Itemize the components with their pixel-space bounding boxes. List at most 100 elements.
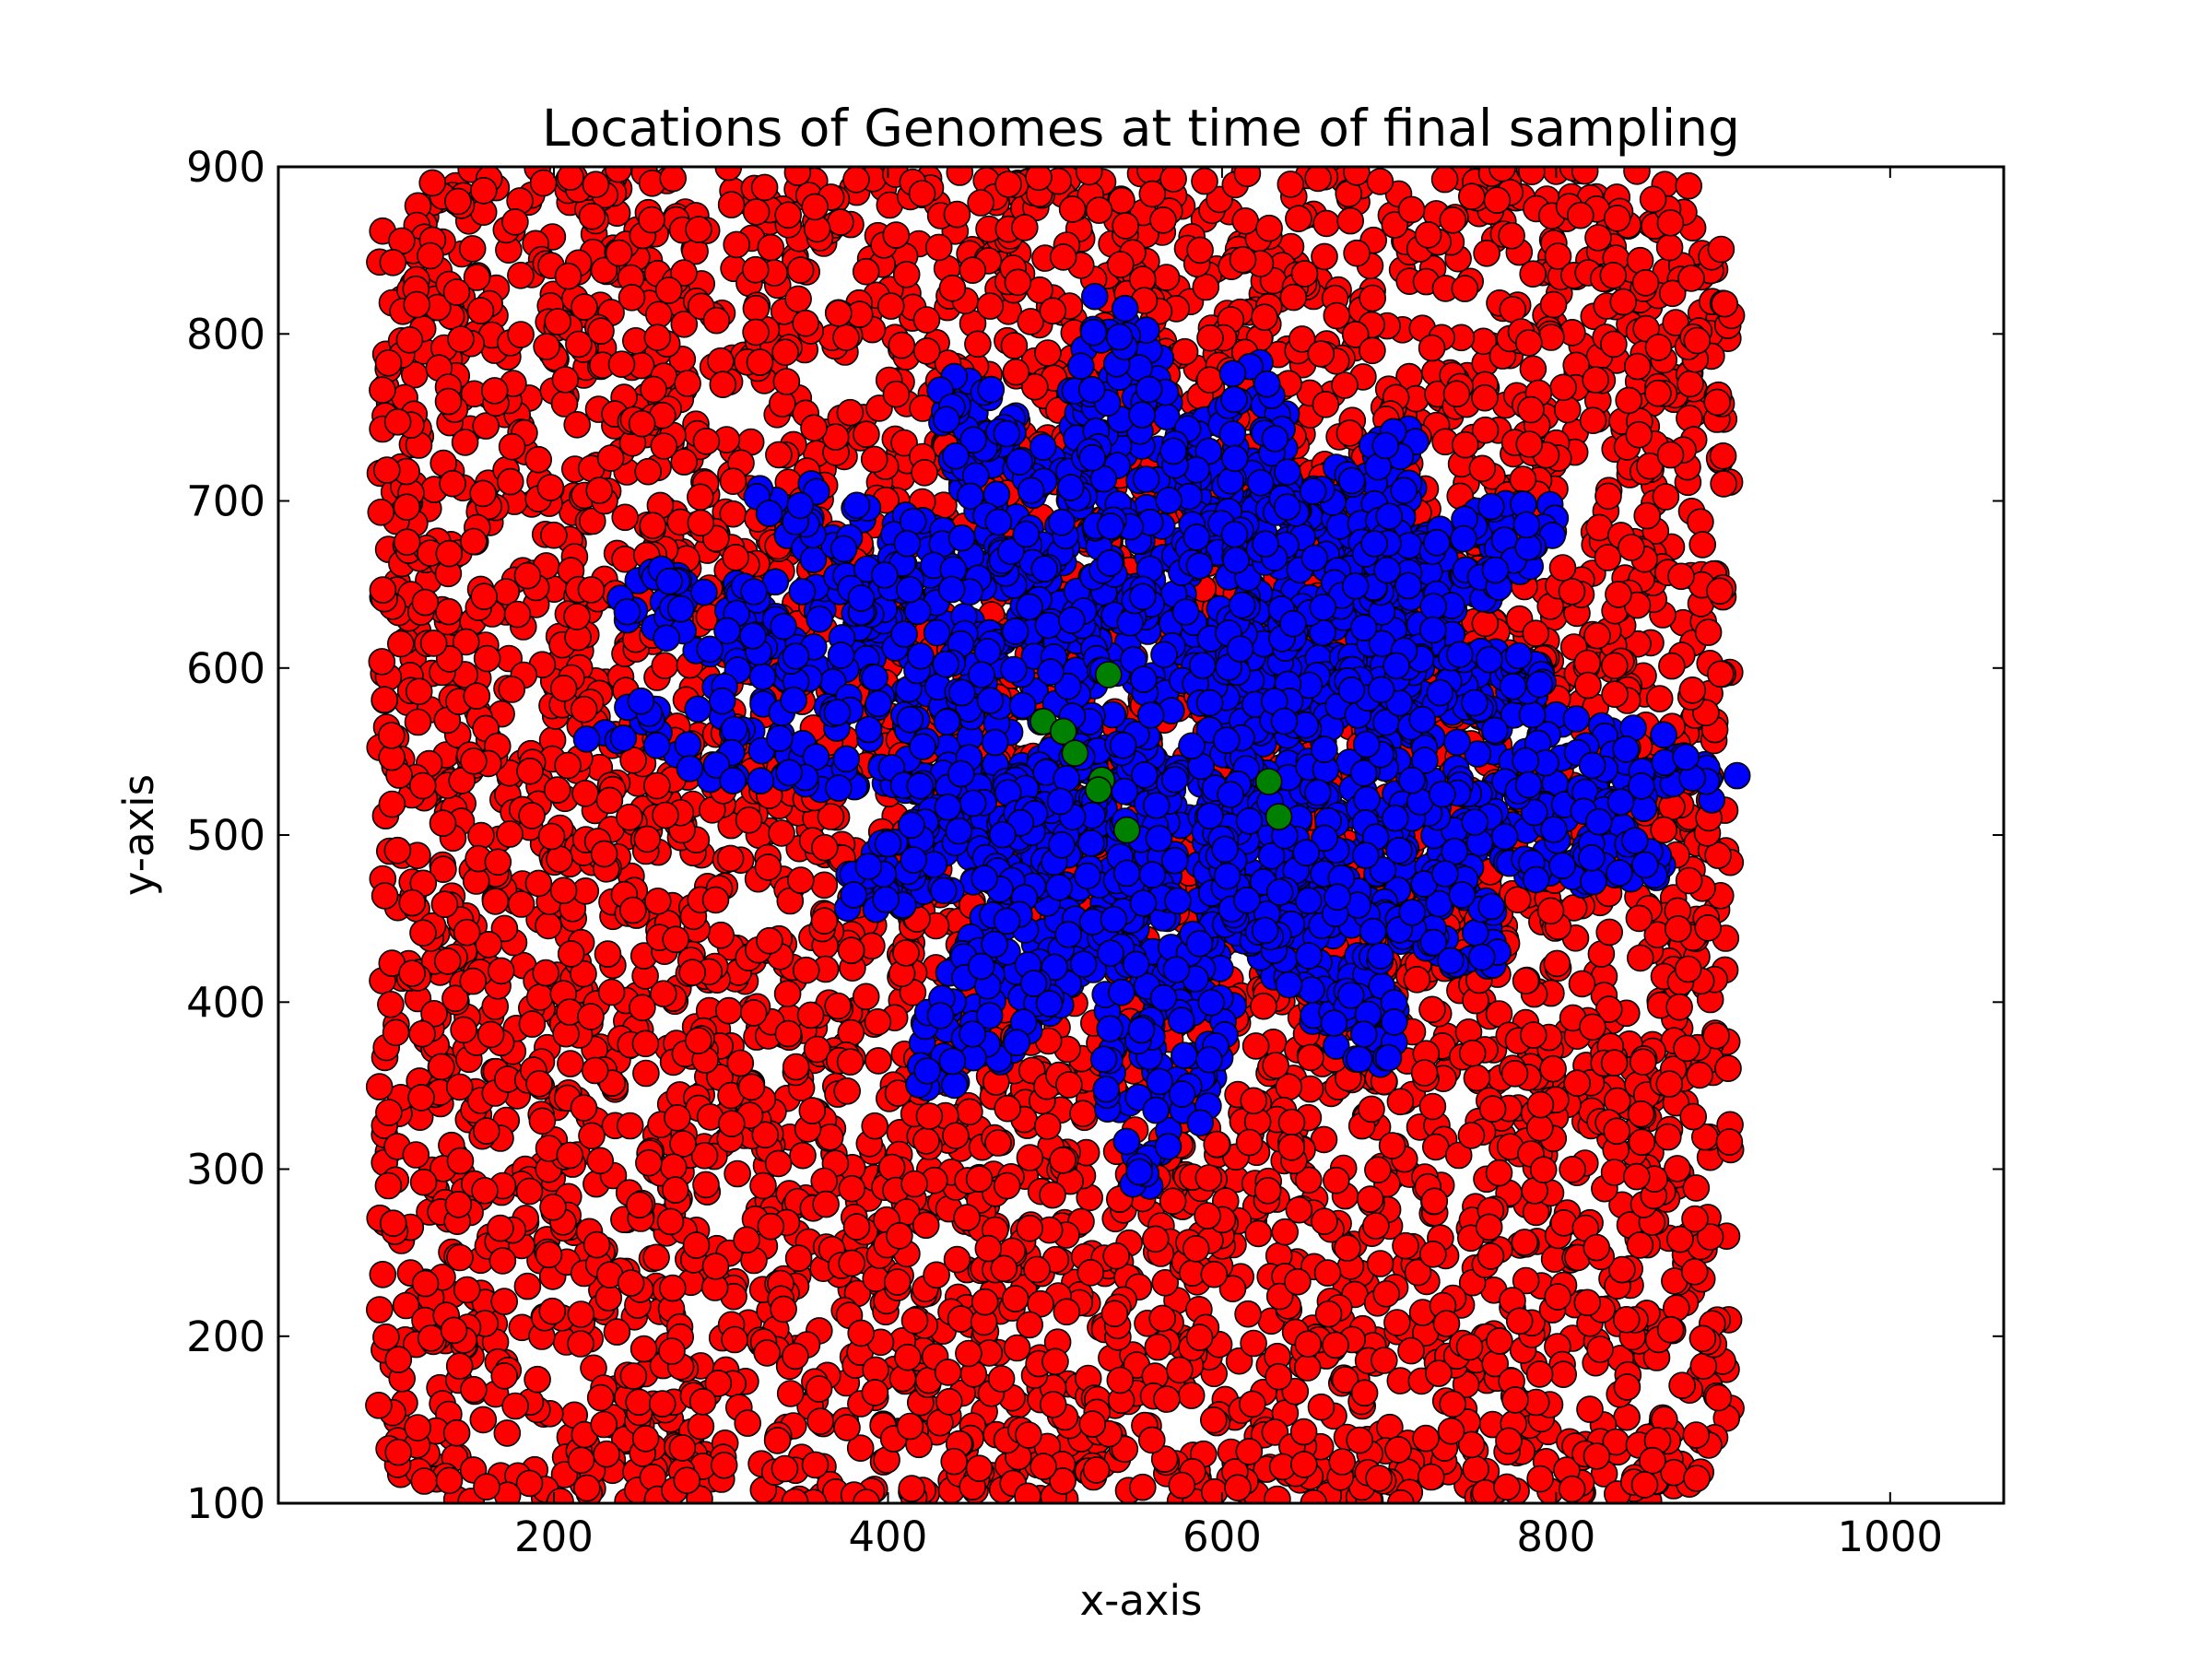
red-genome-point [402,1141,430,1169]
red-genome-point [395,325,424,354]
red-genome-point [994,171,1022,198]
red-genome-point [892,260,921,288]
red-genome-point [946,167,974,186]
red-genome-point [1631,268,1660,297]
red-genome-point [1451,275,1479,302]
red-genome-point [1049,243,1077,271]
red-genome-point [643,887,672,915]
red-genome-point [1468,454,1497,483]
red-genome-point [1543,949,1571,978]
red-genome-point [1203,1130,1230,1159]
red-genome-point [398,888,427,917]
red-genome-point [1239,1390,1266,1418]
red-genome-point [1568,970,1596,998]
red-genome-point [824,992,853,1020]
red-genome-point [1271,1218,1299,1246]
red-genome-point [619,1362,648,1390]
red-genome-point [1710,470,1737,498]
red-genome-point [1678,676,1707,704]
red-genome-point [1039,1181,1066,1209]
red-genome-point [1148,1304,1176,1333]
red-genome-point [440,1316,468,1345]
red-genome-point [605,239,633,267]
red-genome-point [382,1018,410,1047]
red-genome-point [709,371,737,399]
red-genome-point [1526,1465,1554,1493]
red-genome-point [1675,171,1702,200]
red-genome-point [1563,1069,1591,1097]
red-genome-point [410,1467,439,1495]
red-genome-point [515,1177,544,1206]
red-genome-point [771,1454,799,1483]
red-genome-point [853,420,880,449]
red-genome-point [987,1365,1016,1393]
red-genome-point [938,274,967,302]
red-genome-point [1706,577,1734,606]
red-genome-point [669,1130,697,1158]
red-genome-point [659,1153,688,1181]
red-genome-point [915,1102,944,1130]
red-genome-point [837,936,865,964]
red-genome-point [786,256,815,284]
red-genome-point [723,230,751,259]
red-genome-point [507,321,535,348]
red-genome-point [774,201,803,229]
red-genome-point [446,1243,474,1272]
red-genome-point [368,648,396,676]
red-genome-point [1192,273,1220,301]
red-genome-point [498,676,526,703]
red-genome-point [798,1097,827,1124]
red-genome-point [501,208,529,236]
red-genome-point [1277,1108,1306,1136]
red-genome-point [1262,1052,1289,1079]
red-genome-point [1477,1242,1505,1270]
red-genome-point [453,1276,481,1304]
red-genome-point [642,1243,670,1272]
red-genome-point [1397,195,1426,224]
red-genome-point [1234,1300,1262,1328]
red-genome-point [1605,581,1632,608]
red-genome-point [1626,246,1654,275]
red-genome-point [1512,1266,1540,1295]
red-genome-point [805,1375,833,1403]
red-genome-point [953,1204,981,1231]
red-genome-point [1667,562,1695,591]
red-genome-point [1520,1021,1547,1049]
red-genome-point [1290,260,1319,288]
red-genome-point [1498,222,1525,250]
red-genome-point [1522,619,1550,648]
red-genome-point [1383,1309,1411,1336]
red-genome-point [750,173,779,202]
red-genome-point [1359,284,1386,312]
red-genome-point [658,1274,687,1302]
red-genome-point [1004,268,1032,297]
red-genome-point [912,337,941,365]
red-genome-point [1240,1329,1267,1358]
red-genome-point [724,1159,751,1188]
red-genome-point [1078,1410,1107,1438]
red-genome-point [447,325,475,353]
red-genome-point [367,498,395,526]
red-genome-point [538,1297,567,1325]
red-genome-point [1694,618,1723,646]
red-genome-point [1656,209,1685,237]
red-genome-point [460,527,488,556]
red-genome-point [687,509,715,537]
red-genome-point [496,467,524,496]
red-genome-point [571,293,598,321]
red-genome-point [1334,1234,1361,1262]
red-genome-point [678,959,707,986]
red-genome-point [1505,1307,1534,1335]
red-genome-point [417,1324,445,1352]
red-genome-point [1686,1061,1713,1089]
red-genome-point [943,1245,971,1274]
red-genome-point [379,1209,407,1237]
red-genome-point [625,1388,653,1417]
red-genome-point [721,1325,748,1354]
red-genome-point [1677,370,1704,398]
red-genome-point [1683,326,1712,355]
red-genome-point [701,1253,730,1280]
red-genome-point [685,216,712,243]
red-genome-point [1297,1043,1324,1072]
red-genome-point [692,1171,720,1199]
